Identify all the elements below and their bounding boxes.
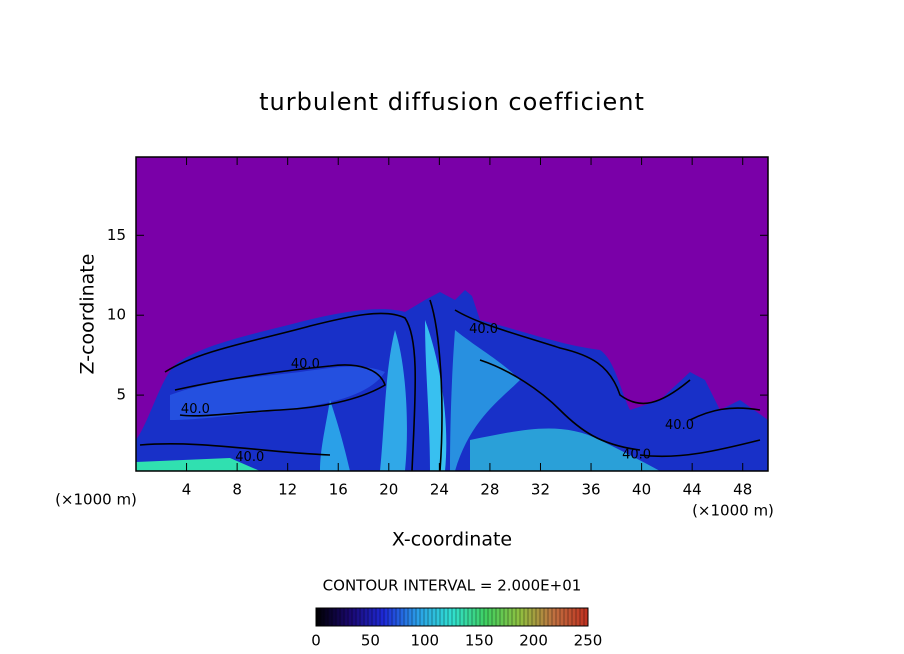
eddy-region bbox=[170, 366, 385, 420]
contour-label: 40.0 bbox=[235, 450, 264, 465]
x-tick-label: 12 bbox=[278, 481, 297, 499]
contour-label: 40.0 bbox=[181, 402, 210, 417]
plot-frame bbox=[135, 156, 769, 472]
x-axis-label: X-coordinate bbox=[392, 529, 512, 551]
contour-label: 40.0 bbox=[291, 357, 320, 372]
eddy-region bbox=[425, 320, 447, 471]
contour-label: 40.0 bbox=[665, 418, 694, 433]
colorbar-tick-label: 0 bbox=[311, 632, 321, 650]
eddy-region bbox=[136, 290, 768, 471]
colorbar-tick-label: 50 bbox=[361, 632, 380, 650]
contour-lines bbox=[139, 299, 761, 471]
eddy-region bbox=[320, 400, 350, 471]
x-tick-label: 28 bbox=[480, 481, 499, 499]
colorbar-tick-label: 250 bbox=[574, 632, 603, 650]
contour-interval: CONTOUR INTERVAL = 2.000E+01 bbox=[323, 577, 582, 595]
x-tick-label: 16 bbox=[329, 481, 348, 499]
chart-title: turbulent diffusion coefficient bbox=[259, 88, 645, 116]
x-tick-label: 36 bbox=[581, 481, 600, 499]
eddy-region bbox=[380, 330, 407, 471]
eddy-region bbox=[136, 458, 260, 471]
colorbar-tick-label: 100 bbox=[410, 632, 439, 650]
x-tick-label: 4 bbox=[182, 481, 192, 499]
field bbox=[136, 290, 768, 471]
colorbar-tick-label: 200 bbox=[519, 632, 548, 650]
x-tick-label: 48 bbox=[733, 481, 752, 499]
x-unit: (×1000 m) bbox=[692, 502, 774, 520]
y-tick-label: 10 bbox=[107, 306, 126, 324]
x-tick-label: 20 bbox=[379, 481, 398, 499]
y-unit: (×1000 m) bbox=[55, 491, 137, 509]
x-tick-label: 24 bbox=[430, 481, 449, 499]
y-axis-label: Z-coordinate bbox=[77, 254, 99, 375]
x-tick-label: 44 bbox=[683, 481, 702, 499]
colorbar-tick-label: 150 bbox=[465, 632, 494, 650]
y-tick-label: 5 bbox=[116, 386, 126, 404]
x-tick-label: 8 bbox=[232, 481, 242, 499]
x-tick-label: 32 bbox=[531, 481, 550, 499]
contour-label: 40.0 bbox=[622, 448, 651, 463]
eddy-region bbox=[450, 330, 520, 471]
y-tick-label: 15 bbox=[107, 226, 126, 244]
eddy-region bbox=[470, 428, 660, 471]
contour-label: 40.0 bbox=[469, 322, 498, 337]
x-tick-label: 40 bbox=[632, 481, 651, 499]
